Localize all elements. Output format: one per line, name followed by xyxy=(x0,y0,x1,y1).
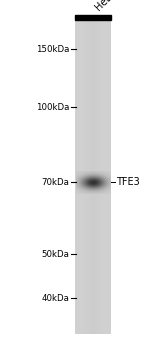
Text: 150kDa: 150kDa xyxy=(36,45,69,54)
Text: 50kDa: 50kDa xyxy=(41,250,69,258)
Text: 100kDa: 100kDa xyxy=(36,103,69,112)
Text: 40kDa: 40kDa xyxy=(41,294,69,303)
Text: HeLa: HeLa xyxy=(93,0,118,12)
Bar xyxy=(75,15,111,20)
Text: TFE3: TFE3 xyxy=(116,177,140,188)
Text: 70kDa: 70kDa xyxy=(41,178,69,187)
